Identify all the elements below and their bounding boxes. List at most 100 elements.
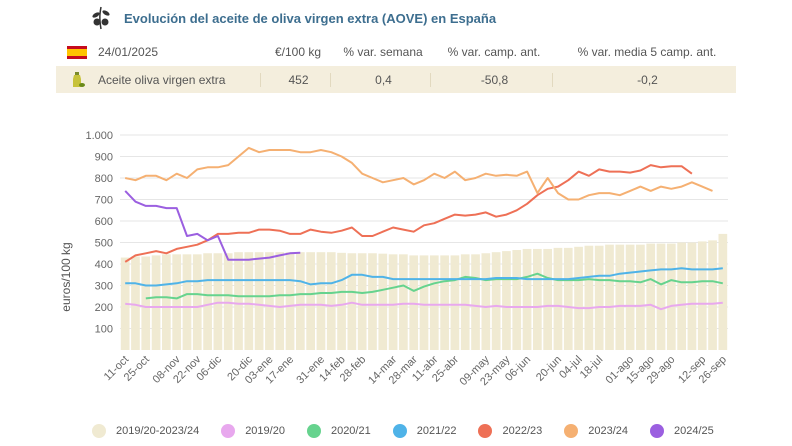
- legend-label: 2019/20: [245, 425, 285, 437]
- avg-bar: [409, 255, 419, 350]
- avg-bar: [636, 244, 645, 350]
- x-tick-label: 20-jun: [534, 354, 564, 384]
- avg-bar: [584, 245, 594, 350]
- avg-bar: [172, 254, 182, 350]
- avg-bar: [378, 253, 388, 350]
- avg-bar: [574, 246, 583, 350]
- legend-label: 2020/21: [330, 425, 371, 437]
- var-prev-value: -50,8: [430, 72, 552, 87]
- avg-bar: [213, 253, 223, 350]
- avg-bar: [295, 252, 305, 350]
- chart-legend: 2019/20-2023/24 2019/20 2020/21 2021/22 2022…: [92, 424, 736, 438]
- spain-flag-icon: [67, 45, 87, 59]
- avg-bar: [244, 252, 254, 350]
- legend-item[interactable]: 2021/22: [392, 424, 457, 438]
- avg-bar: [347, 253, 357, 350]
- avg-bar: [543, 248, 553, 350]
- avg-bar: [285, 252, 295, 350]
- legend-swatch: [306, 424, 321, 438]
- y-tick-label: 900: [95, 152, 113, 164]
- table-header-row: 24/01/2025 €/100 kg % var. semana % var.…: [56, 40, 736, 64]
- avg-bar: [481, 253, 491, 350]
- avg-bar: [563, 247, 573, 350]
- avg-bar: [162, 254, 171, 350]
- series-line-2023-24: [124, 146, 713, 201]
- avg-bar: [605, 244, 614, 350]
- avg-bar: [450, 255, 460, 350]
- avg-bar: [533, 248, 542, 350]
- x-tick-label: 18-jul: [578, 354, 606, 382]
- y-tick-label: 100: [95, 324, 113, 336]
- var-5-header: % var. media 5 camp. ant.: [577, 45, 717, 59]
- date-header: 24/01/2025: [98, 45, 159, 59]
- avg-bar: [234, 252, 243, 350]
- avg-bar: [131, 256, 140, 350]
- chart-header: Evolución del aceite de oliva virgen ext…: [88, 6, 496, 30]
- product-name: Aceite oliva virgen extra: [98, 72, 226, 87]
- var-week-header: % var. semana: [343, 45, 423, 59]
- avg-bar: [666, 243, 676, 350]
- price-header: €/100 kg: [274, 45, 322, 59]
- avg-bar: [460, 254, 470, 350]
- avg-bar: [316, 252, 326, 350]
- avg-bar: [491, 252, 501, 350]
- series-line-2024-25: [124, 190, 301, 261]
- flag-cell: [56, 45, 92, 59]
- avg-bar: [625, 244, 635, 350]
- legend-item[interactable]: 2020/21: [306, 424, 371, 438]
- legend-swatch: [650, 424, 665, 438]
- y-tick-label: 300: [95, 281, 113, 293]
- avg-bar: [677, 242, 686, 350]
- y-tick-label: 200: [95, 302, 113, 314]
- avg-bar: [275, 252, 285, 350]
- var-prev-header: % var. camp. ant.: [447, 45, 541, 59]
- x-tick-label: 04-jul: [557, 354, 585, 382]
- legend-item[interactable]: 2019/20-2023/24: [92, 424, 199, 438]
- avg-bar: [471, 254, 480, 350]
- legend-item[interactable]: 2023/24: [564, 424, 628, 438]
- avg-bar: [368, 253, 377, 350]
- y-tick-label: 500: [95, 238, 113, 250]
- legend-item[interactable]: 2022/23: [478, 424, 542, 438]
- var-5-value: -0,2: [552, 72, 736, 87]
- legend-swatch: [92, 424, 106, 438]
- olive-oil-bottle-icon: [73, 71, 85, 87]
- legend-swatch: [478, 424, 493, 438]
- legend-item[interactable]: 2024/25: [650, 424, 714, 438]
- y-tick-label: 400: [95, 259, 113, 271]
- avg-bar: [223, 253, 233, 350]
- y-tick-label: 700: [95, 195, 113, 207]
- y-tick-label: 1.000: [85, 130, 113, 142]
- avg-bar: [357, 253, 367, 350]
- avg-bar: [388, 254, 398, 350]
- avg-bar: [594, 245, 604, 350]
- avg-bar: [254, 252, 264, 350]
- avg-bar: [265, 252, 274, 350]
- legend-swatch: [221, 424, 236, 438]
- avg-bar: [120, 257, 130, 350]
- y-axis-label: euros/100 kg: [59, 242, 73, 311]
- legend-label: 2021/22: [416, 425, 457, 437]
- series-line-2019-20: [125, 301, 723, 311]
- avg-bar: [718, 233, 728, 350]
- legend-label: 2019/20-2023/24: [116, 425, 200, 437]
- legend-item[interactable]: 2019/20: [221, 424, 285, 438]
- legend-swatch: [564, 424, 579, 438]
- avg-bar: [399, 254, 408, 350]
- avg-bar: [151, 255, 161, 350]
- avg-bar: [656, 243, 666, 350]
- avg-bar: [615, 244, 625, 350]
- avg-bar: [697, 241, 707, 350]
- avg-bar: [440, 255, 449, 350]
- y-tick-label: 800: [95, 173, 113, 185]
- legend-label: 2023/24: [588, 425, 629, 437]
- avg-bar: [182, 254, 192, 350]
- legend-label: 2024/25: [674, 425, 714, 437]
- olive-branch-icon: [92, 6, 110, 30]
- avg-bar: [192, 254, 202, 350]
- avg-bar: [419, 255, 429, 350]
- avg-bar: [553, 247, 563, 350]
- avg-bar: [687, 242, 697, 350]
- series-line-2020-21: [145, 272, 723, 300]
- series-line-2022-23: [124, 164, 693, 263]
